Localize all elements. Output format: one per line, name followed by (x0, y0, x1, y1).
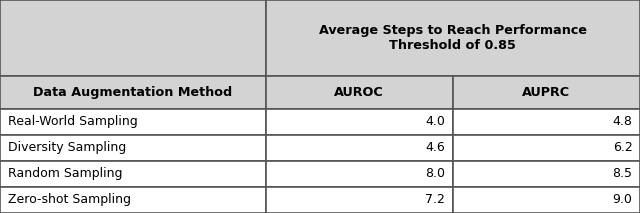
Text: Zero-shot Sampling: Zero-shot Sampling (8, 193, 131, 206)
Bar (0, 0, 266, 76)
Text: Data Augmentation Method: Data Augmentation Method (33, 86, 232, 99)
Text: 4.8: 4.8 (612, 115, 632, 128)
Text: AUROC: AUROC (334, 86, 384, 99)
Bar (0, 135, 266, 161)
Text: 7.2: 7.2 (426, 193, 445, 206)
Bar (453, 187, 640, 213)
Text: 9.0: 9.0 (612, 193, 632, 206)
Text: Average Steps to Reach Performance
Threshold of 0.85: Average Steps to Reach Performance Thres… (319, 24, 587, 52)
Text: AUPRC: AUPRC (522, 86, 570, 99)
Bar (266, 76, 453, 109)
Text: 6.2: 6.2 (612, 141, 632, 154)
Bar (0, 109, 266, 135)
Text: 4.0: 4.0 (426, 115, 445, 128)
Bar (266, 135, 453, 161)
Bar (0, 187, 266, 213)
Text: Diversity Sampling: Diversity Sampling (8, 141, 126, 154)
Bar (266, 187, 453, 213)
Text: 8.0: 8.0 (426, 167, 445, 180)
Text: 8.5: 8.5 (612, 167, 632, 180)
Bar (453, 76, 640, 109)
Bar (266, 109, 453, 135)
Text: Real-World Sampling: Real-World Sampling (8, 115, 138, 128)
Bar (0, 76, 266, 109)
Bar (453, 109, 640, 135)
Text: 4.6: 4.6 (426, 141, 445, 154)
Bar (0, 161, 266, 187)
Bar (453, 135, 640, 161)
Bar (266, 161, 453, 187)
Bar (266, 0, 640, 76)
Text: Random Sampling: Random Sampling (8, 167, 122, 180)
Bar (453, 161, 640, 187)
